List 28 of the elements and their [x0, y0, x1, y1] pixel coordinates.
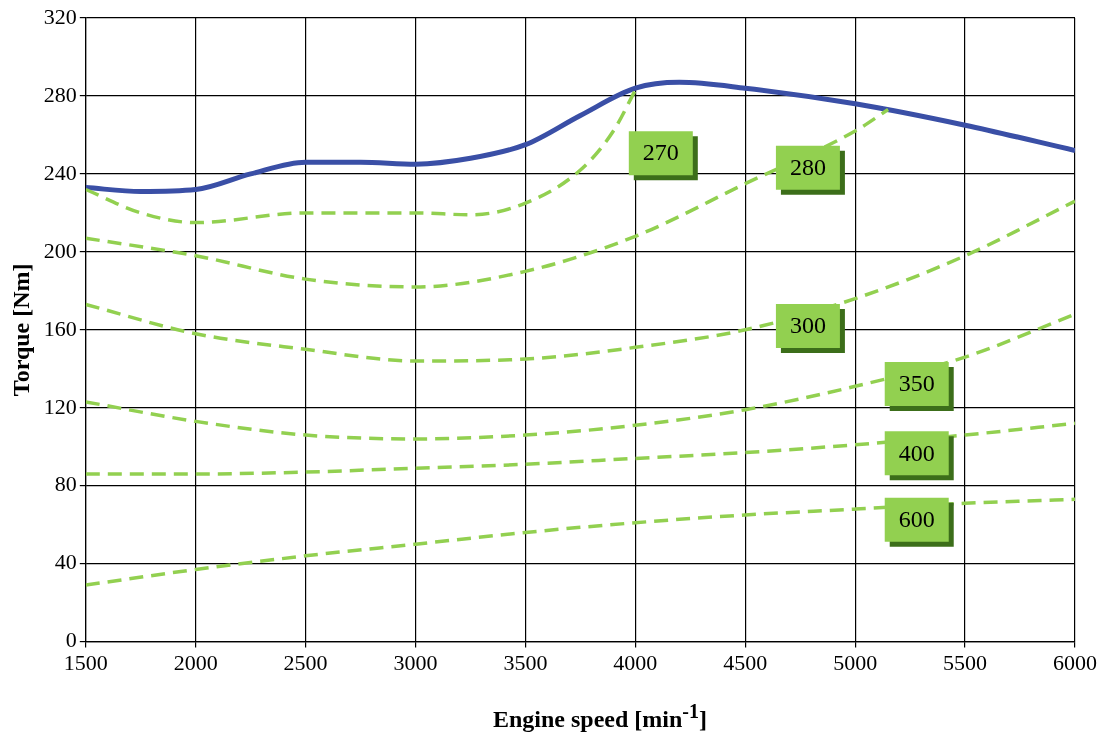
series-label: 600 [898, 506, 935, 533]
x-tick-label: 2500 [283, 649, 328, 675]
series-label: 350 [898, 370, 935, 397]
line-series [85, 421, 1075, 476]
series-label: 280 [789, 153, 826, 180]
line-series [85, 107, 890, 289]
x-tick-label: 3500 [503, 649, 548, 675]
y-tick-label: 320 [43, 3, 77, 29]
series-label: 300 [789, 312, 826, 339]
y-tick-label: 280 [43, 81, 77, 107]
x-axis-title: Engine speed [min$^{-1}$] [491, 700, 708, 733]
x-tick-label: 2000 [173, 649, 218, 675]
x-tick-label: 5000 [833, 649, 878, 675]
y-tick-label: 240 [43, 159, 77, 185]
y-tick-label: 120 [43, 393, 77, 419]
series-label: 270 [642, 139, 679, 166]
series-label: 400 [898, 439, 935, 466]
y-axis-title: Torque [Nm] [7, 263, 34, 397]
x-tick-label: 6000 [1053, 649, 1097, 675]
x-tick-label: 4000 [613, 649, 658, 675]
y-tick-label: 160 [43, 315, 77, 341]
x-tick-label: 3000 [393, 649, 438, 675]
y-tick-label: 200 [43, 237, 77, 263]
y-tick-label: 40 [54, 549, 77, 575]
x-tick-label: 5500 [943, 649, 988, 675]
x-tick-label: 4500 [723, 649, 768, 675]
y-tick-label: 80 [54, 471, 77, 497]
line-series [85, 88, 638, 225]
